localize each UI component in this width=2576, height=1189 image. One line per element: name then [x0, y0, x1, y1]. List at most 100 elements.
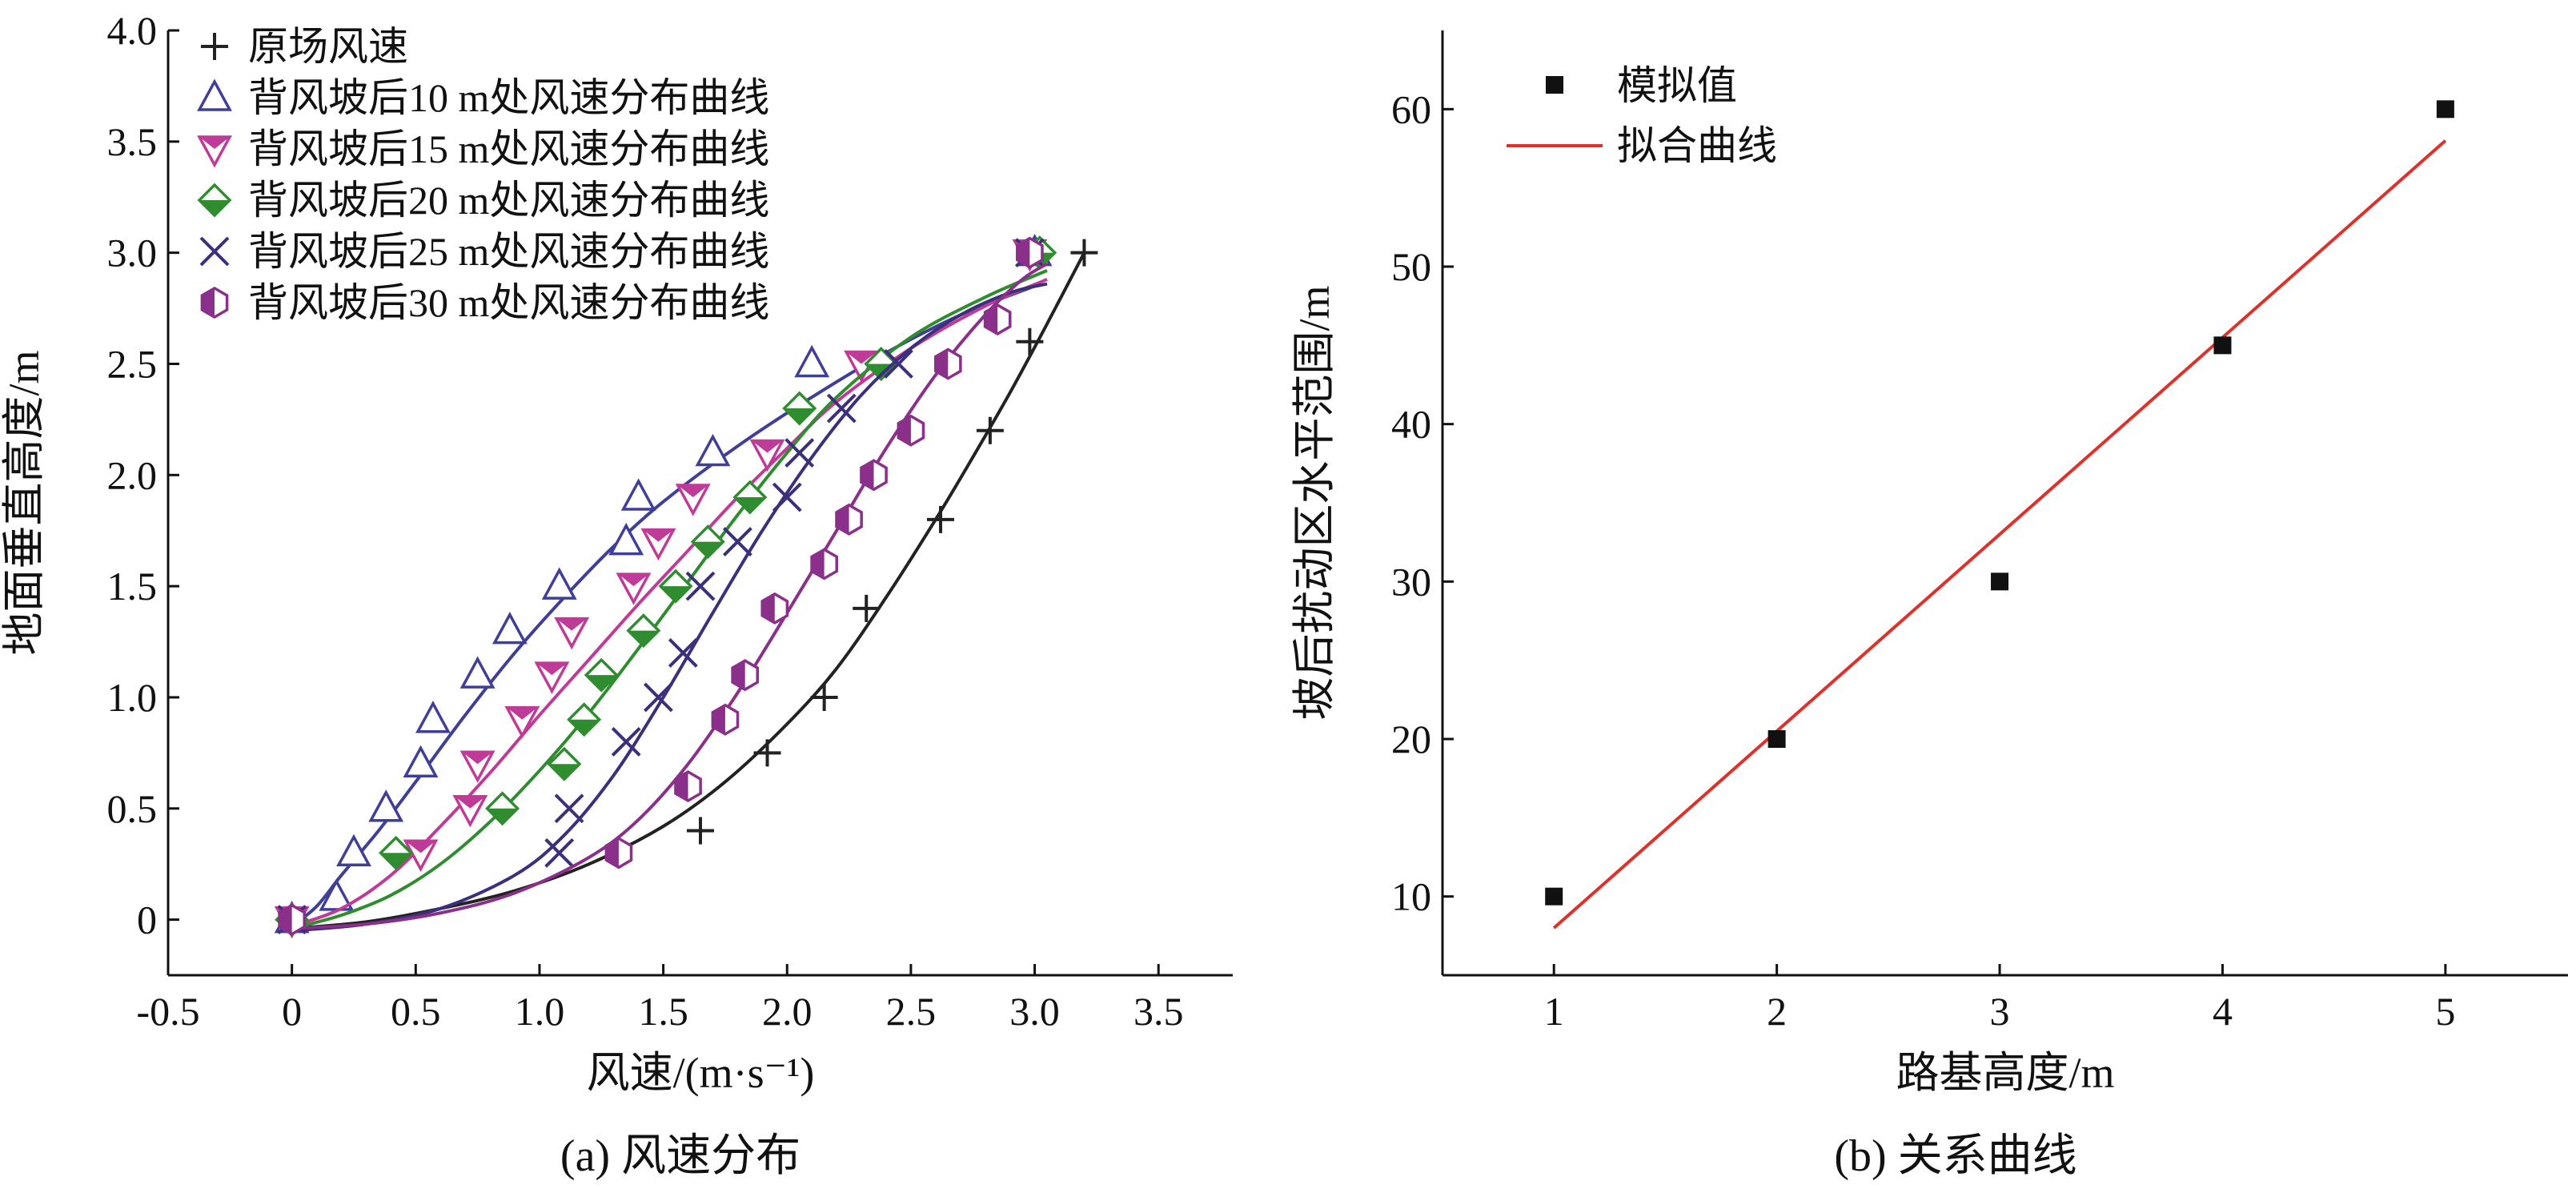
- y-tick-label: 0: [137, 898, 157, 942]
- panel-b-caption: (b) 关系曲线: [1834, 1131, 2076, 1181]
- data-point: [860, 459, 888, 492]
- series-6: [278, 236, 1049, 936]
- y-tick-label: 0.5: [107, 786, 158, 831]
- x-tick-label: 4: [2213, 989, 2233, 1034]
- legend-marker: [1546, 76, 1563, 94]
- data-point: [278, 903, 306, 936]
- y-tick-label: 40: [1391, 402, 1431, 447]
- data-point: [1545, 887, 1563, 906]
- data-point: [732, 480, 768, 515]
- y-tick-label: 30: [1391, 559, 1431, 604]
- y-axis-label: 坡后扰动区水平范围/m: [1290, 285, 1338, 720]
- data-point: [584, 657, 619, 693]
- data-point: [459, 656, 496, 689]
- y-tick-label: 1.0: [107, 675, 158, 720]
- data-point: [459, 750, 496, 783]
- legend-marker: [197, 135, 232, 168]
- data-point: [403, 839, 439, 872]
- legend-marker: [197, 183, 232, 218]
- data-point: [658, 568, 693, 604]
- fit-curve: [291, 262, 1049, 930]
- fit-line: [1552, 139, 2447, 930]
- data-point: [1070, 239, 1098, 267]
- data-point: [810, 683, 838, 711]
- data-point: [687, 817, 714, 845]
- fit-curve: [291, 251, 1086, 930]
- x-tick-label: 1.0: [515, 989, 565, 1034]
- x-axis-label: 风速/(m·s⁻¹): [587, 1049, 815, 1097]
- data-point: [554, 617, 590, 650]
- data-point: [753, 739, 781, 767]
- legend-label: 背风坡后30 m处风速分布曲线: [248, 280, 769, 325]
- data-point: [2213, 336, 2232, 355]
- x-tick-label: 1.5: [638, 989, 688, 1034]
- x-tick-label: 2.5: [886, 989, 937, 1034]
- y-tick-label: 20: [1391, 717, 1431, 761]
- y-tick-label: 4.0: [107, 8, 158, 53]
- data-point: [884, 349, 913, 379]
- legend-label: 原场风速: [248, 24, 408, 69]
- data-point: [1991, 572, 2009, 591]
- panel-a-chart: -0.5 0 0.5 1.0 1.5 2.0 2.5 3.0 3.5 0 0.5 1.0 1.5 2.0 2…: [0, 8, 1233, 1097]
- fit-curve: [291, 284, 1036, 928]
- legend-label: 拟合曲线: [1617, 123, 1777, 168]
- data-point: [711, 703, 740, 736]
- data-point: [772, 482, 802, 512]
- y-tick-label: 2.5: [107, 341, 158, 386]
- data-point: [544, 838, 575, 868]
- data-point: [644, 682, 673, 713]
- data-point: [685, 571, 716, 601]
- data-point: [2436, 100, 2454, 118]
- data-point: [368, 789, 404, 822]
- x-tick-label: -0.5: [136, 989, 199, 1034]
- data-point: [782, 391, 817, 426]
- legend-label: 背风坡后25 m处风速分布曲线: [248, 229, 769, 274]
- data-point: [567, 702, 602, 737]
- data-point: [492, 611, 528, 645]
- data-point: [749, 439, 785, 472]
- x-tick-label: 0: [282, 989, 302, 1034]
- panel-b-chart: 1 2 3 4 5 10 20 30 40 50 60 路基高度/m 坡后扰动区水平范围/m 模拟值拟合曲…: [1290, 30, 2568, 1097]
- legend-marker: [199, 236, 230, 267]
- data-point: [403, 745, 439, 777]
- data-point: [835, 503, 863, 536]
- data-point: [452, 795, 488, 828]
- data-point: [933, 347, 962, 380]
- data-point: [668, 637, 698, 668]
- y-tick-label: 3.5: [107, 119, 158, 164]
- x-tick-label: 2: [1767, 989, 1787, 1034]
- data-point: [620, 478, 656, 511]
- y-tick-label: 1.5: [107, 564, 158, 609]
- data-point: [731, 659, 760, 692]
- y-tick-label: 3.0: [107, 231, 158, 275]
- data-point: [760, 592, 789, 625]
- data-point: [897, 414, 925, 447]
- data-point: [485, 791, 520, 826]
- data-point: [1016, 236, 1044, 269]
- data-point: [541, 567, 577, 600]
- data-point: [826, 393, 857, 424]
- x-tick-label: 3.5: [1134, 989, 1184, 1034]
- y-tick-label: 10: [1391, 874, 1431, 919]
- data-point: [1767, 730, 1786, 748]
- x-axis-label: 路基高度/m: [1896, 1049, 2114, 1097]
- legend-label: 背风坡后15 m处风速分布曲线: [248, 127, 769, 171]
- series-4: [275, 235, 1057, 938]
- x-tick-label: 1: [1544, 989, 1564, 1034]
- data-point: [1016, 327, 1044, 355]
- legend-marker: [201, 33, 228, 60]
- data-point: [927, 505, 955, 533]
- x-tick-label: 0.5: [391, 989, 441, 1034]
- x-tick-label: 5: [2435, 989, 2455, 1034]
- legend-label: 背风坡后20 m处风速分布曲线: [248, 178, 769, 223]
- data-point: [976, 416, 1004, 444]
- x-tick-label: 2.0: [762, 989, 813, 1034]
- legend-marker: [200, 286, 229, 319]
- data-point: [853, 594, 881, 622]
- legend-label: 背风坡后10 m处风速分布曲线: [248, 75, 769, 120]
- y-tick-label: 2.0: [107, 452, 158, 497]
- data-point: [640, 528, 676, 561]
- data-point: [810, 548, 838, 580]
